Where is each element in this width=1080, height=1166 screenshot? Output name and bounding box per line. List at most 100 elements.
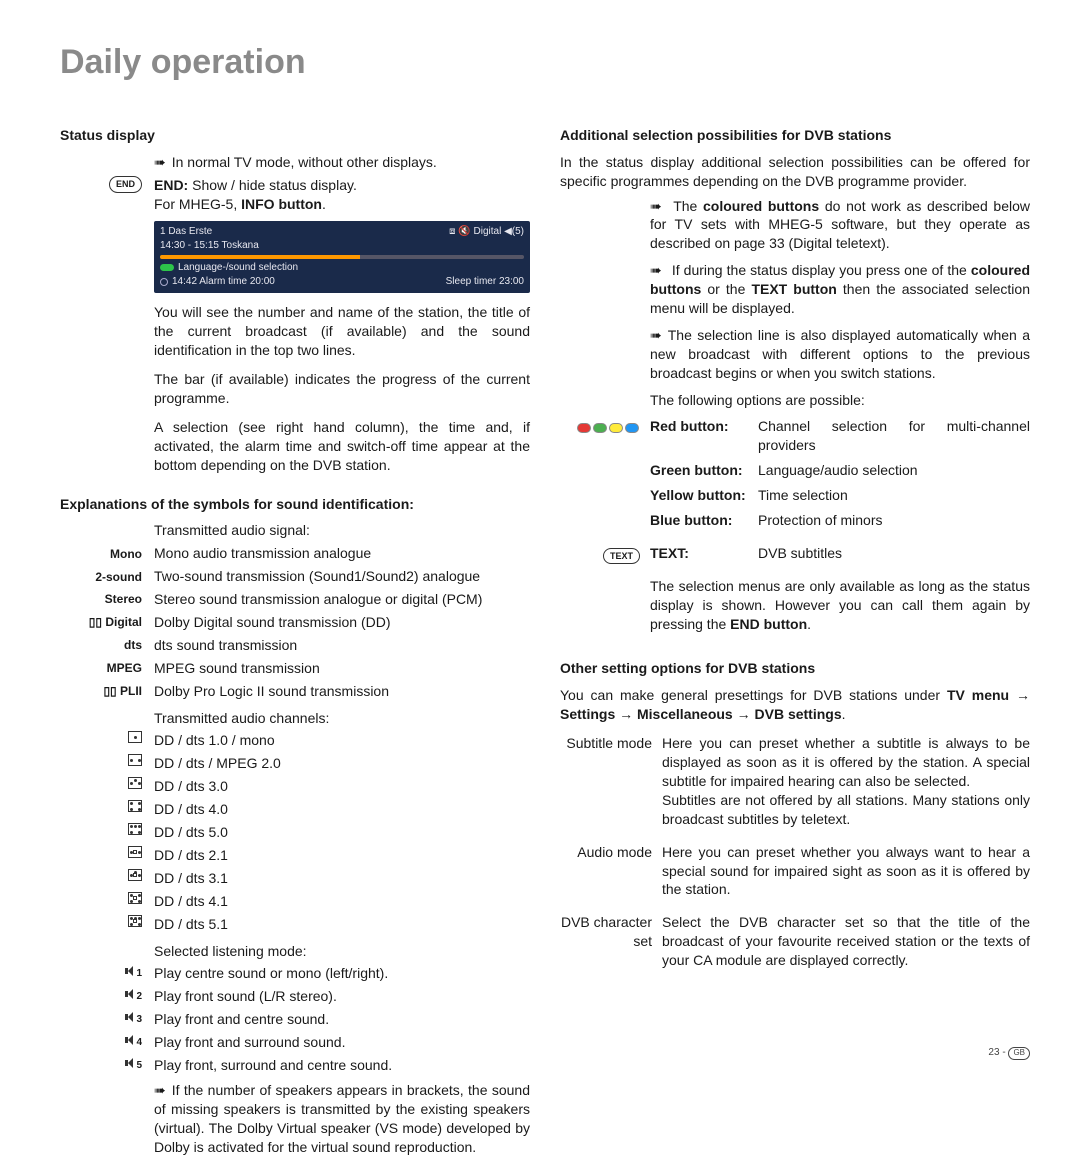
signal-key: MPEG xyxy=(60,659,144,678)
dvb-val: Select the DVB character set so that the… xyxy=(662,913,1030,970)
channel-val: DD / dts 1.0 / mono xyxy=(154,731,530,750)
additional-intro: In the status display additional selecti… xyxy=(560,153,1030,191)
button-val: Time selection xyxy=(758,486,1030,505)
bullet-coloured: The coloured buttons do not work as desc… xyxy=(650,197,1030,254)
content-columns: Status display In normal TV mode, withou… xyxy=(60,112,1030,1166)
speaker-icon: 1 xyxy=(60,964,144,983)
channel-icon xyxy=(60,800,144,819)
osd-progress-bar xyxy=(160,255,524,259)
channel-val: DD / dts 5.0 xyxy=(154,823,530,842)
status-p2: The bar (if available) indicates the pro… xyxy=(154,370,530,408)
channel-icon xyxy=(60,846,144,865)
dvb-key: DVB character set xyxy=(560,913,652,970)
page-footer: 23 - GB xyxy=(988,1046,1030,1060)
vs-note: If the number of speakers appears in bra… xyxy=(154,1081,530,1157)
additional-head: Additional selection possibilities for D… xyxy=(560,126,1030,145)
osd-status-box: 1 Das Erste ⧈ 🔇 Digital ◀(5) 14:30 - 15:… xyxy=(154,221,530,293)
end-text: Show / hide status display. xyxy=(192,177,357,193)
mode-val: Play front and surround sound. xyxy=(154,1033,530,1052)
signal-val: dts sound transmission xyxy=(154,636,530,655)
osd-right-info: ⧈ 🔇 Digital ◀(5) xyxy=(449,225,524,239)
clock-icon xyxy=(160,278,168,286)
osd-lang: Language-/sound selection xyxy=(178,262,298,273)
button-val: Protection of minors xyxy=(758,511,1030,530)
text-val: DVB subtitles xyxy=(758,544,1030,563)
button-key: Green button: xyxy=(650,461,750,480)
button-key: Yellow button: xyxy=(650,486,750,505)
signal-key: ▯▯ PLII xyxy=(60,682,144,701)
signal-key: Mono xyxy=(60,544,144,563)
signal-val: Dolby Pro Logic II sound transmission xyxy=(154,682,530,701)
other-head: Other setting options for DVB stations xyxy=(560,659,1030,678)
page-title: Daily operation xyxy=(60,40,1030,86)
bullet-textbtn: If during the status display you press o… xyxy=(650,261,1030,318)
button-val: Channel selection for multi-channel prov… xyxy=(758,417,1030,455)
status-display-head: Status display xyxy=(60,126,530,145)
channel-val: DD / dts 3.0 xyxy=(154,777,530,796)
button-val: Language/audio selection xyxy=(758,461,1030,480)
speaker-icon: 4 xyxy=(60,1033,144,1052)
speaker-icon: 3 xyxy=(60,1010,144,1029)
end-button-icon: END xyxy=(109,176,142,192)
signal-key: Stereo xyxy=(60,590,144,609)
channel-icon xyxy=(60,869,144,888)
end-label: END: xyxy=(154,177,188,193)
dvb-val: Here you can preset whether a subtitle i… xyxy=(662,734,1030,828)
channel-val: DD / dts 4.1 xyxy=(154,892,530,911)
dvb-key: Audio mode xyxy=(560,843,652,900)
end-mheg-bold: INFO button xyxy=(241,196,322,212)
button-key: Red button: xyxy=(650,417,750,455)
end-description: END: Show / hide status display. For MHE… xyxy=(154,176,530,214)
signal-val: Mono audio transmission analogue xyxy=(154,544,530,563)
mode-val: Play front sound (L/R stereo). xyxy=(154,987,530,1006)
audio-signal-label: Transmitted audio signal: xyxy=(154,521,530,540)
signal-val: Dolby Digital sound transmission (DD) xyxy=(154,613,530,632)
bullet-auto: The selection line is also displayed aut… xyxy=(650,326,1030,383)
color-button-table: Red button:Channel selection for multi-c… xyxy=(650,417,1030,535)
channel-icon xyxy=(60,754,144,773)
status-p3: A selection (see right hand column), the… xyxy=(154,418,530,475)
text-button-icon: TEXT xyxy=(603,548,640,564)
osd-sleep: Sleep timer 23:00 xyxy=(446,275,524,289)
button-key: Blue button: xyxy=(650,511,750,530)
mode-val: Play centre sound or mono (left/right). xyxy=(154,964,530,983)
mode-val: Play front, surround and centre sound. xyxy=(154,1056,530,1075)
dvb-list: Subtitle modeHere you can preset whether… xyxy=(560,734,1030,970)
end-mheg: For MHEG-5, xyxy=(154,196,237,212)
signal-val: Two-sound transmission (Sound1/Sound2) a… xyxy=(154,567,530,586)
channel-val: DD / dts 2.1 xyxy=(154,846,530,865)
channel-icon xyxy=(60,915,144,934)
following-label: The following options are possible: xyxy=(650,391,1030,410)
status-p1: You will see the number and name of the … xyxy=(154,303,530,360)
mode-list: 1 Play centre sound or mono (left/right).… xyxy=(60,964,530,1074)
listen-label: Selected listening mode: xyxy=(154,942,530,961)
channel-val: DD / dts / MPEG 2.0 xyxy=(154,754,530,773)
text-key: TEXT: xyxy=(650,544,750,563)
dvb-val: Here you can preset whether you always w… xyxy=(662,843,1030,900)
signal-key: dts xyxy=(60,636,144,655)
symbols-head: Explanations of the symbols for sound id… xyxy=(60,495,530,514)
signal-val: MPEG sound transmission xyxy=(154,659,530,678)
green-pill-icon xyxy=(160,264,174,271)
left-column: Status display In normal TV mode, withou… xyxy=(60,112,530,1166)
speaker-icon: 2 xyxy=(60,987,144,1006)
channel-val: DD / dts 3.1 xyxy=(154,869,530,888)
channel-list: DD / dts 1.0 / mono DD / dts / MPEG 2.0 DD… xyxy=(60,731,530,933)
right-column: Additional selection possibilities for D… xyxy=(560,112,1030,1166)
channel-icon xyxy=(60,731,144,750)
speaker-icon: 5 xyxy=(60,1056,144,1075)
dvb-key: Subtitle mode xyxy=(560,734,652,828)
channel-val: DD / dts 4.0 xyxy=(154,800,530,819)
color-buttons-icon xyxy=(560,417,640,535)
signal-list: Mono Mono audio transmission analogue 2-so… xyxy=(60,544,530,700)
channel-icon xyxy=(60,823,144,842)
status-intro: In normal TV mode, without other display… xyxy=(154,153,530,172)
channel-icon xyxy=(60,892,144,911)
channel-val: DD / dts 5.1 xyxy=(154,915,530,934)
selection-note: The selection menus are only available a… xyxy=(650,577,1030,634)
signal-key: ▯▯ Digital xyxy=(60,613,144,632)
channel-icon xyxy=(60,777,144,796)
mode-val: Play front and centre sound. xyxy=(154,1010,530,1029)
signal-key: 2-sound xyxy=(60,567,144,586)
audio-channels-label: Transmitted audio channels: xyxy=(154,709,530,728)
